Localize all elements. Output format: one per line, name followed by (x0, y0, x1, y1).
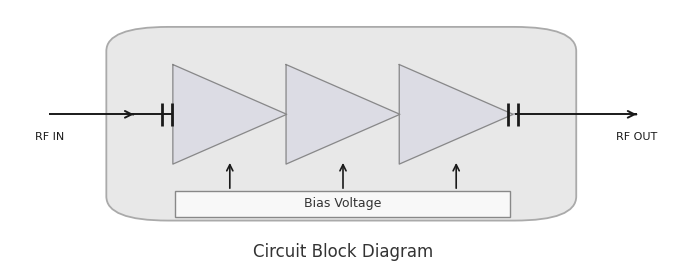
FancyBboxPatch shape (106, 27, 576, 221)
Polygon shape (173, 65, 287, 164)
Polygon shape (399, 65, 513, 164)
Text: RF OUT: RF OUT (616, 132, 657, 142)
Polygon shape (286, 65, 400, 164)
Text: RF IN: RF IN (35, 132, 64, 142)
FancyBboxPatch shape (175, 191, 510, 217)
Text: Circuit Block Diagram: Circuit Block Diagram (253, 243, 433, 260)
Text: Bias Voltage: Bias Voltage (304, 197, 381, 210)
